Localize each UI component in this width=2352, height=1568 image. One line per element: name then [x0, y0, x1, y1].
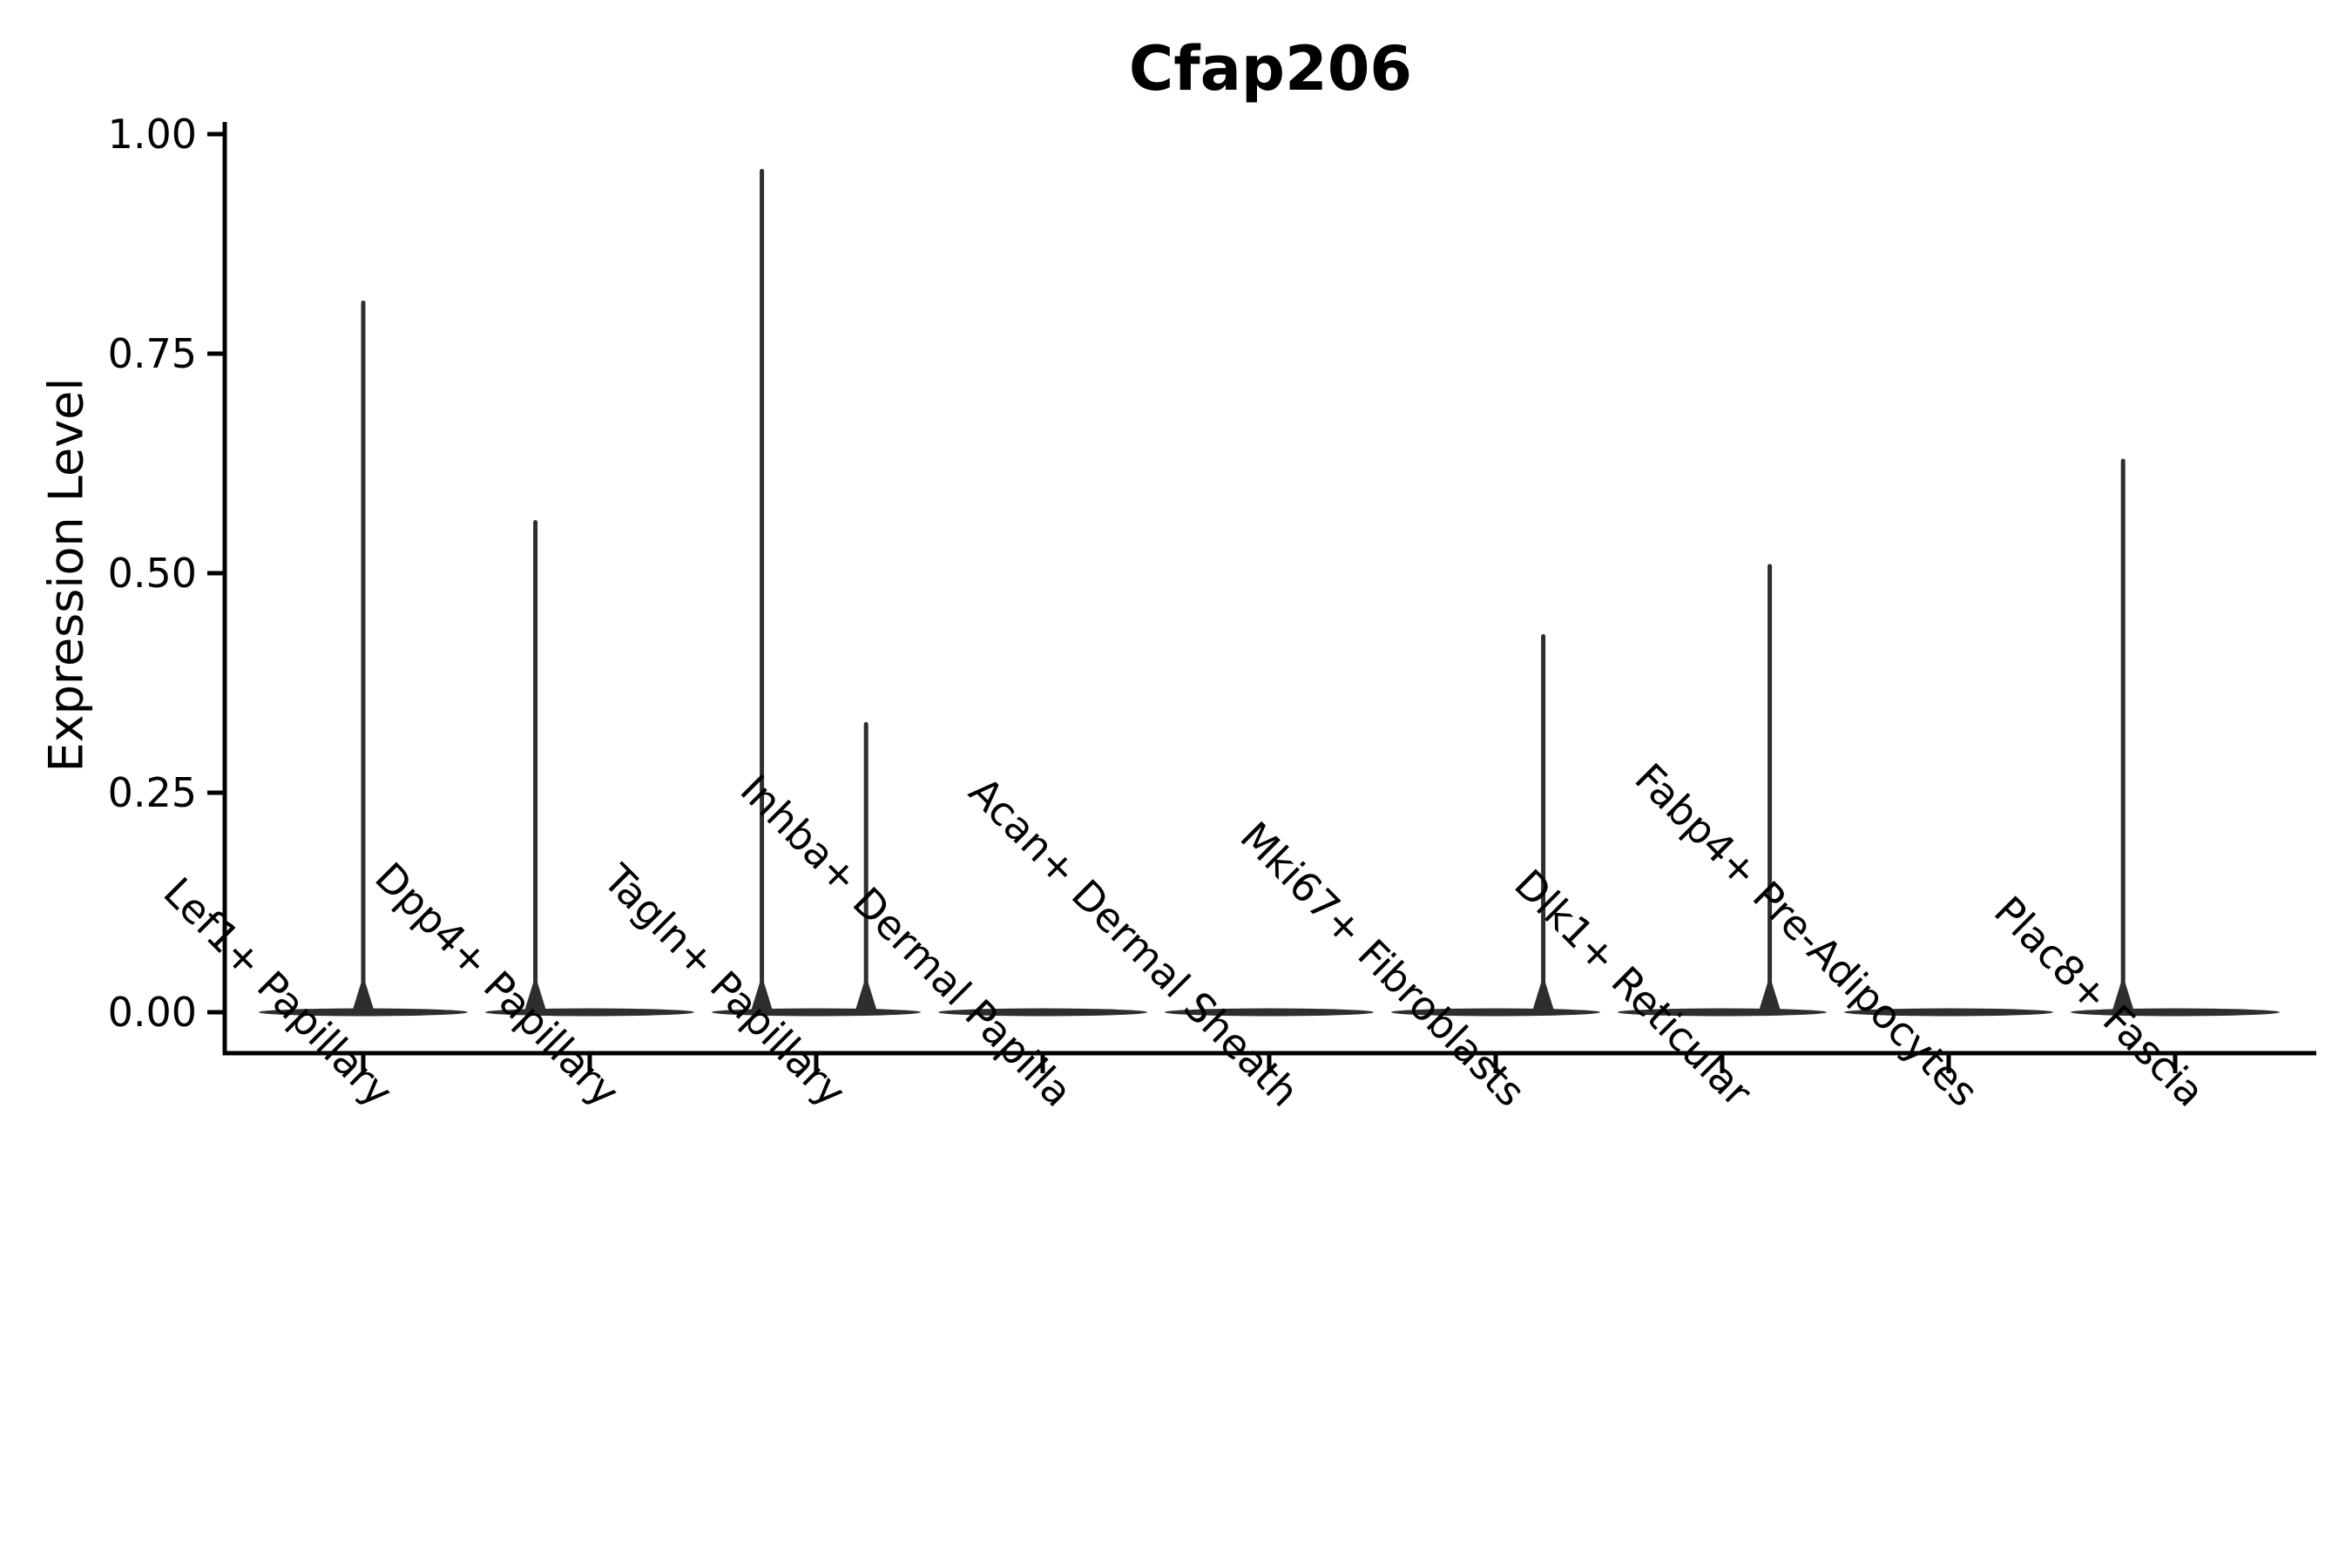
violin-base [1844, 1008, 2053, 1017]
x-tick-label: Plac8+ Fascia [1985, 887, 2213, 1115]
violin-base [1165, 1008, 1374, 1017]
y-tick-label: 0.50 [108, 550, 197, 597]
y-tick-label: 0.75 [108, 330, 197, 377]
violin-base [938, 1008, 1147, 1017]
chart-title: Cfap206 [1128, 33, 1413, 105]
y-tick-label: 0.25 [108, 769, 197, 816]
x-tick-label: Dpp4+ Papillary [366, 854, 628, 1116]
x-tick-label: Tagln+ Papillary [594, 855, 855, 1116]
y-tick-label: 1.00 [108, 111, 197, 158]
y-tick-label: 0.00 [108, 989, 197, 1036]
